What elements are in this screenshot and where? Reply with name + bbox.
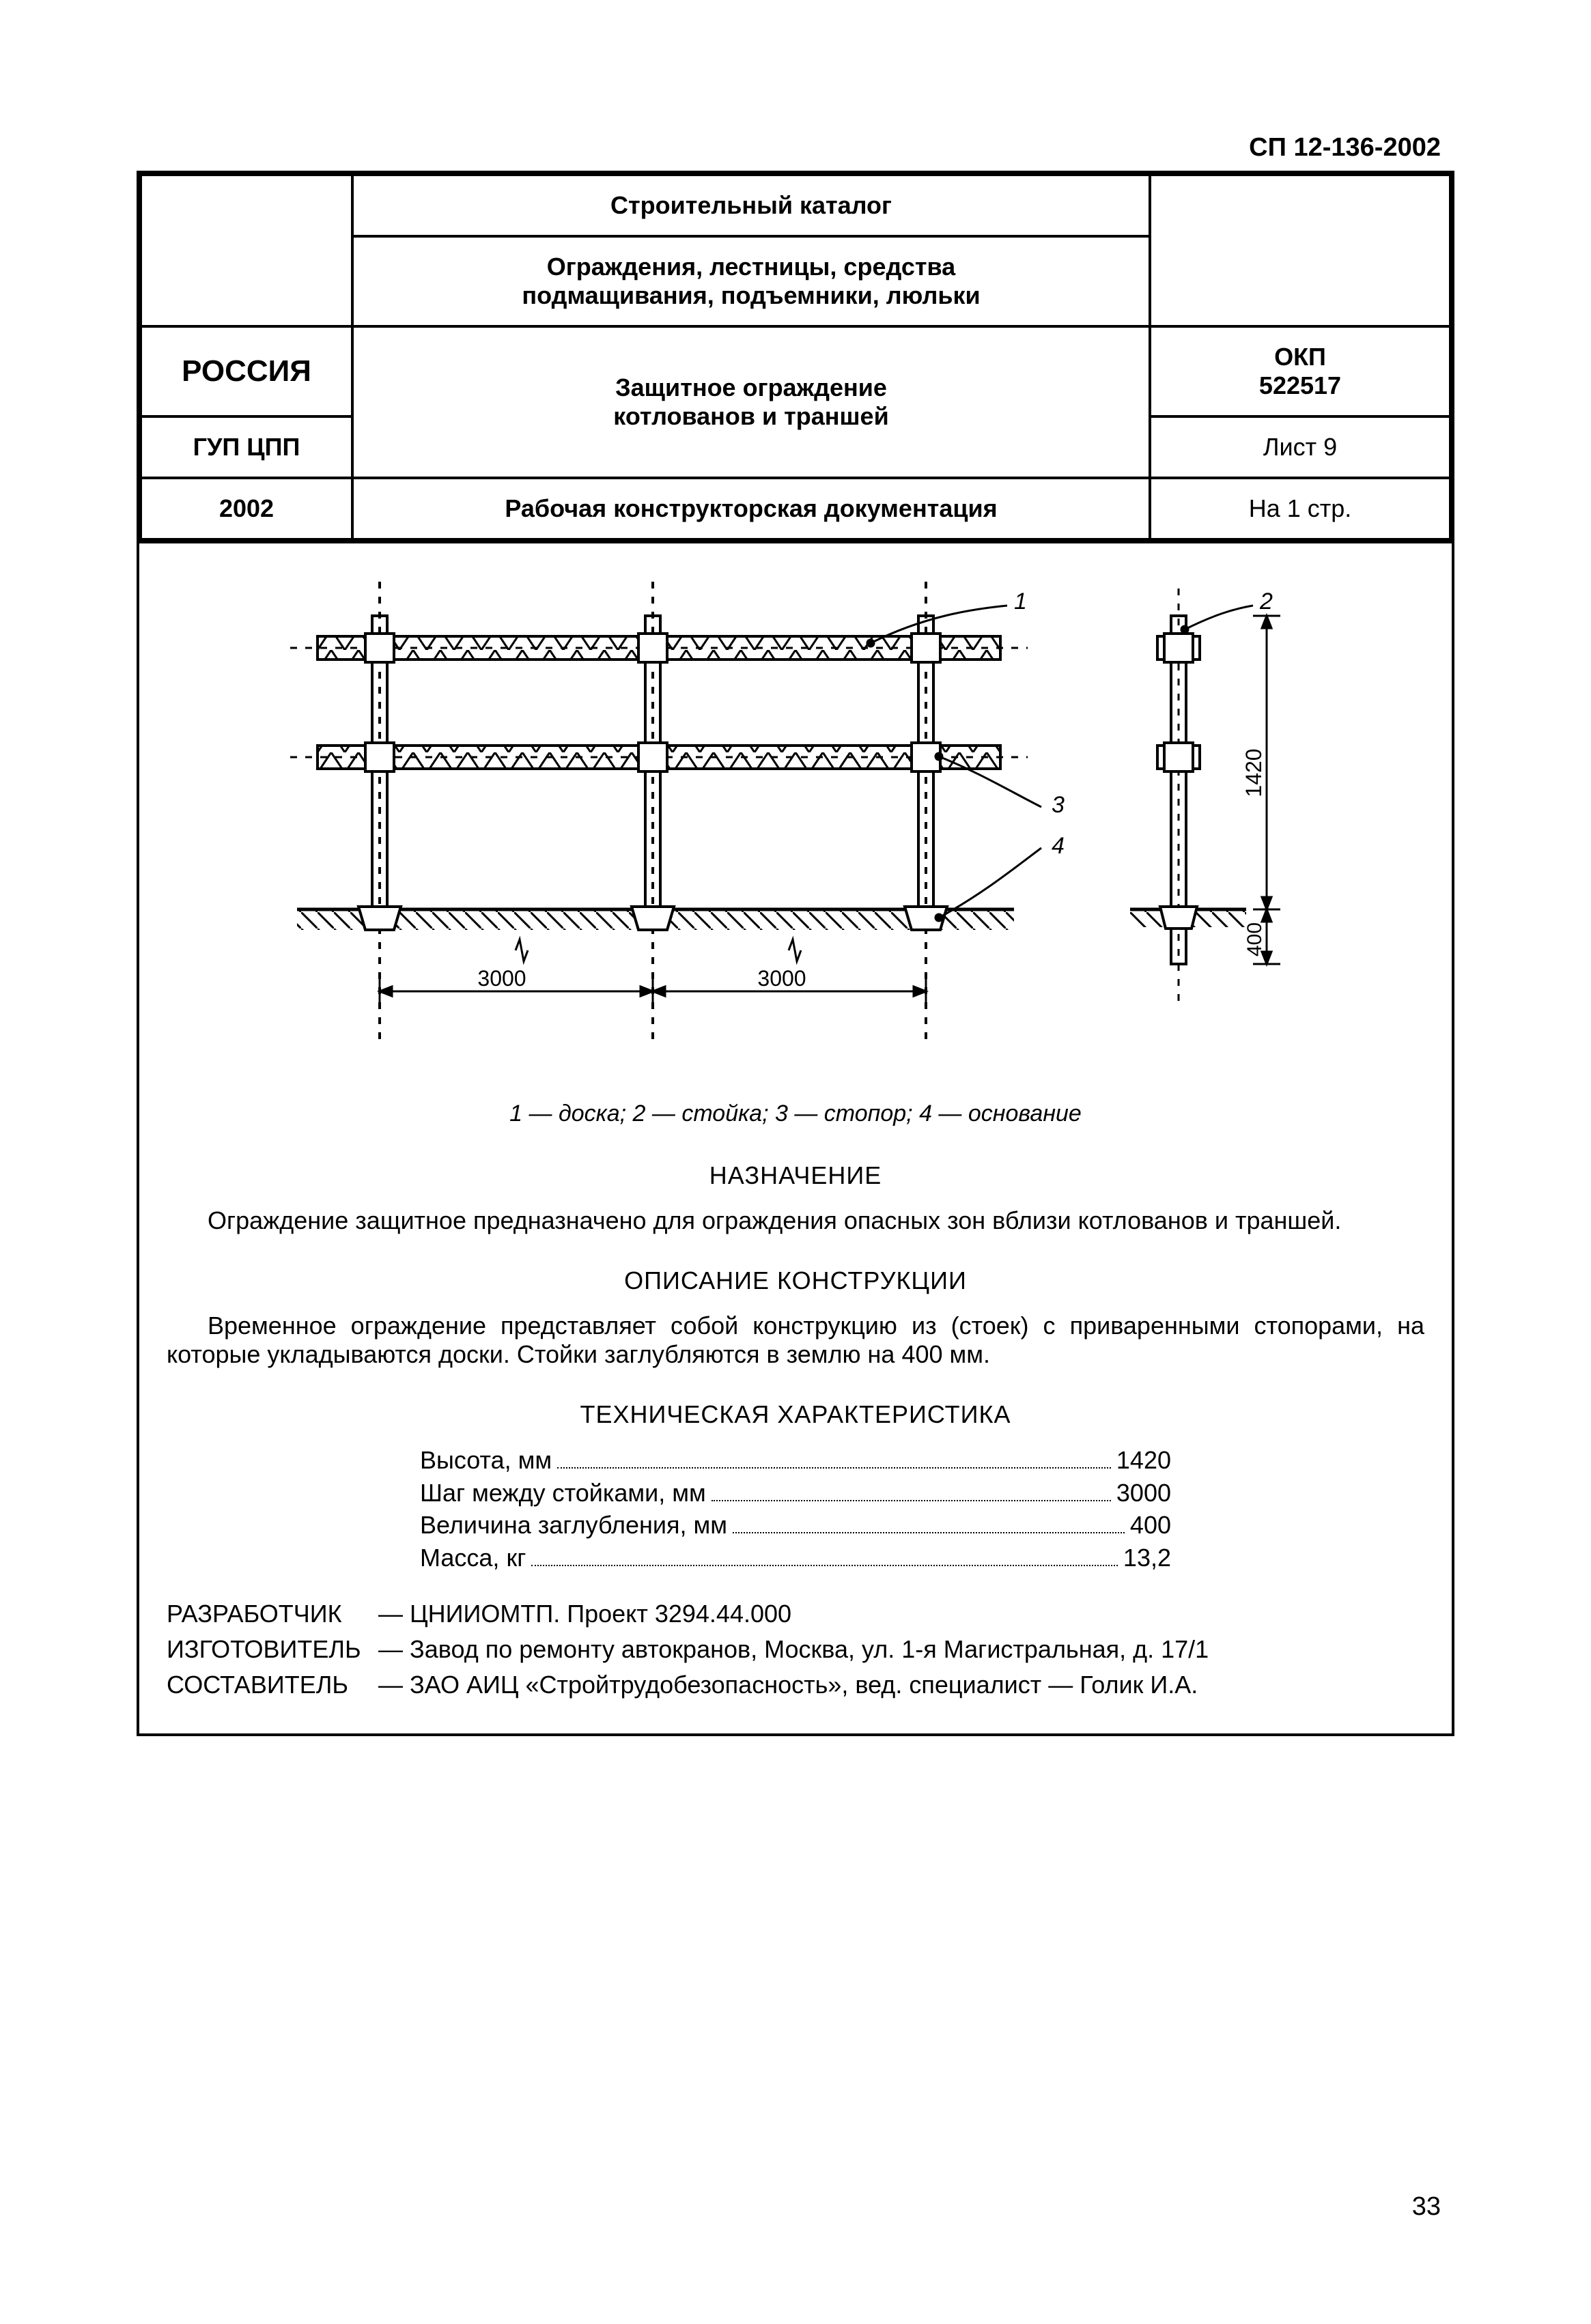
subtitle-line2: подмащивания, подъемники, люльки (522, 281, 980, 309)
legend-3-text: — стопор; (788, 1101, 919, 1126)
compiler-label: СОСТАВИТЕЛЬ (167, 1671, 371, 1699)
specs-heading: ТЕХНИЧЕСКАЯ ХАРАКТЕРИСТИКА (167, 1400, 1424, 1429)
subtitle-line1: Ограждения, лестницы, средства (547, 253, 955, 281)
front-elevation: 3000 3000 1 (290, 582, 1065, 1046)
year-cell: 2002 (141, 478, 352, 539)
spec-dots (557, 1445, 1111, 1469)
spec-label: Высота, мм (420, 1446, 552, 1475)
callout-4: 4 (1052, 833, 1065, 859)
okp-number: 522517 (1259, 371, 1341, 399)
pages-cell: На 1 стр. (1150, 478, 1450, 539)
developer-value: — ЦНИИОМТП. Проект 3294.44.000 (378, 1600, 791, 1628)
sheet-cell: Лист 9 (1150, 416, 1450, 478)
okp-label: ОКП (1274, 343, 1326, 371)
purpose-text: Ограждение защитное предназначено для ог… (167, 1206, 1424, 1235)
header-cell-empty-right (1150, 175, 1450, 326)
dim-400: 400 (1243, 922, 1266, 956)
diagram-wrap: 3000 3000 1 (167, 568, 1424, 1066)
spec-row: Масса, кг 13,2 (420, 1542, 1171, 1572)
callout-3: 3 (1052, 792, 1065, 818)
diagram-legend: 1 — доска; 2 — стойка; 3 — стопор; 4 — о… (167, 1101, 1424, 1127)
spec-label: Величина заглубления, мм (420, 1511, 727, 1540)
spec-dots (531, 1542, 1118, 1565)
body-area: 3000 3000 1 (139, 541, 1452, 1733)
legend-1-num: 1 (509, 1101, 522, 1126)
specs-table: Высота, мм 1420 Шаг между стойками, мм 3… (420, 1445, 1171, 1572)
credits-block: РАЗРАБОТЧИК — ЦНИИОМТП. Проект 3294.44.0… (167, 1600, 1424, 1699)
doc-type-cell: Рабочая конструкторская документация (352, 478, 1150, 539)
callout-2: 2 (1259, 589, 1273, 614)
page-number: 33 (1412, 2192, 1441, 2222)
spec-value: 3000 (1116, 1479, 1171, 1507)
okp-cell: ОКП 522517 (1150, 326, 1450, 416)
manufacturer-value: — Завод по ремонту автокранов, Москва, у… (378, 1635, 1209, 1663)
callout-1: 1 (1014, 589, 1027, 614)
header-table: Строительный каталог Ограждения, лестниц… (139, 173, 1452, 541)
dim-3000-b: 3000 (757, 966, 806, 991)
developer-label: РАЗРАБОТЧИК (167, 1600, 371, 1628)
manufacturer-row: ИЗГОТОВИТЕЛЬ — Завод по ремонту автокран… (167, 1635, 1424, 1664)
legend-4-num: 4 (919, 1101, 932, 1126)
purpose-heading: НАЗНАЧЕНИЕ (167, 1161, 1424, 1190)
document-code: СП 12-136-2002 (1249, 133, 1441, 162)
spec-value: 13,2 (1123, 1544, 1171, 1572)
spec-dots (733, 1510, 1125, 1533)
org-cell: ГУП ЦПП (141, 416, 352, 478)
dim-3000-a: 3000 (477, 966, 526, 991)
manufacturer-label: ИЗГОТОВИТЕЛЬ (167, 1635, 371, 1664)
spec-dots (712, 1477, 1111, 1501)
catalog-subtitle: Ограждения, лестницы, средства подмащива… (352, 236, 1150, 326)
legend-2-num: 2 (633, 1101, 646, 1126)
spec-value: 1420 (1116, 1446, 1171, 1475)
item-title-line1: Защитное ограждение (615, 373, 887, 401)
spec-label: Шаг между стойками, мм (420, 1479, 706, 1507)
catalog-title: Строительный каталог (352, 175, 1150, 236)
side-elevation: 2 1420 (1130, 589, 1280, 1005)
spec-value: 400 (1130, 1511, 1171, 1540)
spec-row: Высота, мм 1420 (420, 1445, 1171, 1475)
construction-heading: ОПИСАНИЕ КОНСТРУКЦИИ (167, 1266, 1424, 1295)
fence-diagram: 3000 3000 1 (236, 568, 1355, 1066)
developer-row: РАЗРАБОТЧИК — ЦНИИОМТП. Проект 3294.44.0… (167, 1600, 1424, 1628)
legend-4-text: — основание (932, 1101, 1082, 1126)
content-frame: Строительный каталог Ограждения, лестниц… (137, 171, 1454, 1736)
item-title-cell: Защитное ограждение котлованов и траншей (352, 326, 1150, 478)
spec-row: Величина заглубления, мм 400 (420, 1510, 1171, 1540)
legend-3-num: 3 (775, 1101, 788, 1126)
compiler-row: СОСТАВИТЕЛЬ — ЗАО АИЦ «Стройтрудобезопас… (167, 1671, 1424, 1699)
compiler-value: — ЗАО АИЦ «Стройтрудобезопасность», вед.… (378, 1671, 1198, 1699)
item-title-line2: котлованов и траншей (613, 402, 888, 430)
legend-2-text: — стойка; (645, 1101, 775, 1126)
dim-1420: 1420 (1241, 748, 1266, 797)
legend-1-text: — доска; (522, 1101, 632, 1126)
spec-row: Шаг между стойками, мм 3000 (420, 1477, 1171, 1507)
spec-label: Масса, кг (420, 1544, 526, 1572)
construction-text: Временное ограждение представляет собой … (167, 1312, 1424, 1369)
header-cell-empty-left (141, 175, 352, 326)
page: СП 12-136-2002 Строительный каталог Огра… (0, 0, 1591, 2324)
country-cell: РОССИЯ (141, 326, 352, 416)
